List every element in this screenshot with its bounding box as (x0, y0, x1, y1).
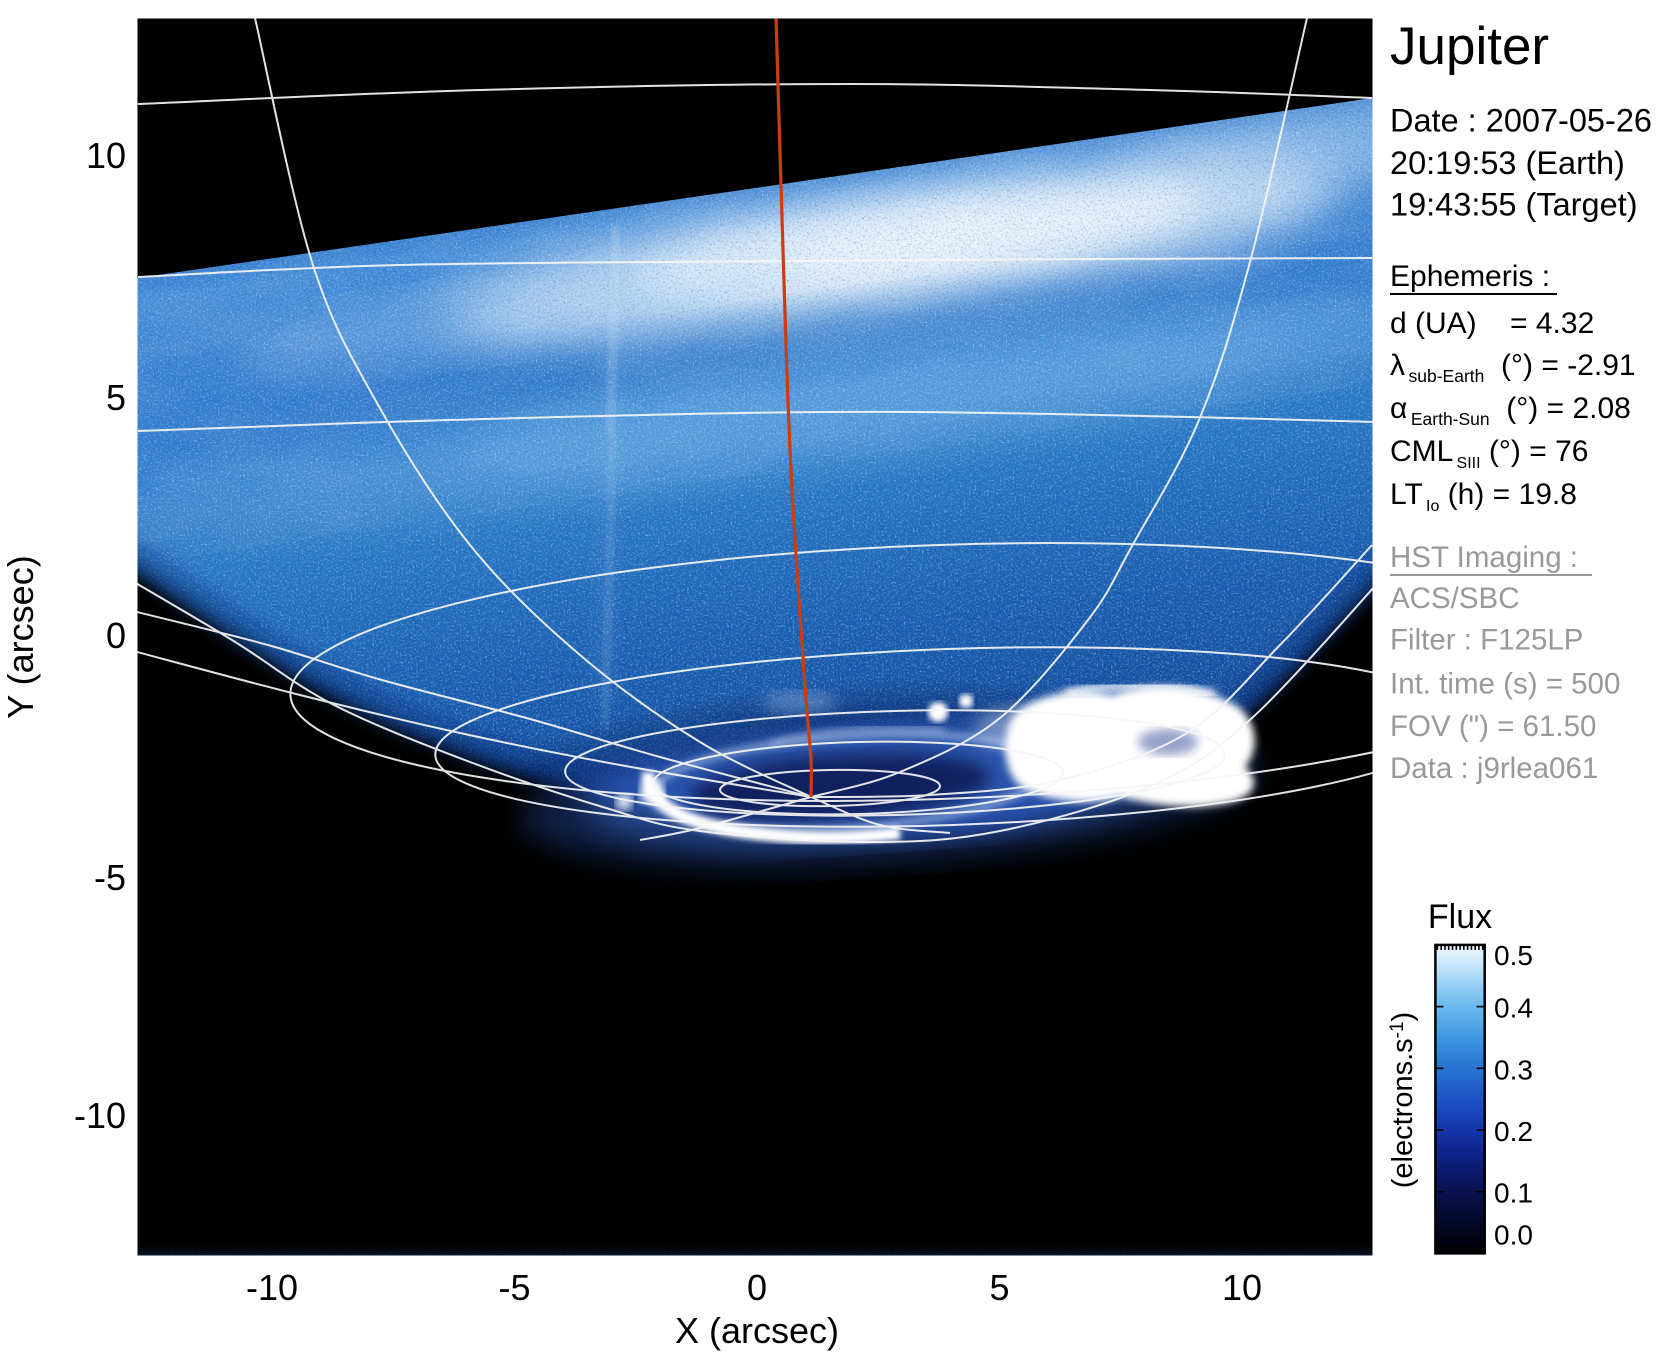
svg-text:0: 0 (747, 1267, 767, 1308)
svg-text:X (arcsec): X (arcsec) (675, 1310, 839, 1351)
svg-text:FOV (") = 61.50: FOV (") = 61.50 (1390, 710, 1596, 743)
svg-text:(electrons.s-1): (electrons.s-1) (1387, 1012, 1419, 1188)
svg-text:Int. time (s) = 500: Int. time (s) = 500 (1390, 667, 1620, 700)
svg-text:0.1: 0.1 (1494, 1178, 1533, 1209)
svg-text:CML SIII (°) = 76: CML SIII (°) = 76 (1390, 435, 1588, 472)
svg-text:Jupiter: Jupiter (1390, 17, 1549, 76)
svg-text:10: 10 (1222, 1267, 1262, 1308)
svg-text:Filter : F125LP: Filter : F125LP (1390, 624, 1583, 657)
svg-text:-10: -10 (74, 1095, 126, 1136)
svg-text:-5: -5 (94, 857, 126, 898)
svg-text:10: 10 (86, 135, 126, 176)
svg-text:HST Imaging :: HST Imaging : (1390, 541, 1578, 574)
svg-text:α Earth-Sun (°) = 2.08: α Earth-Sun (°) = 2.08 (1390, 392, 1631, 429)
svg-text:5: 5 (989, 1267, 1009, 1308)
svg-text:-10: -10 (246, 1267, 298, 1308)
svg-text:0: 0 (106, 615, 126, 656)
svg-text:LT Io (h) = 19.8: LT Io (h) = 19.8 (1390, 478, 1577, 515)
svg-text:Ephemeris :: Ephemeris : (1390, 260, 1550, 293)
svg-text:0.0: 0.0 (1494, 1220, 1533, 1251)
svg-text:Date : 2007-05-26: Date : 2007-05-26 (1390, 103, 1652, 139)
svg-text:0.5: 0.5 (1494, 940, 1533, 971)
svg-text:Y (arcsec): Y (arcsec) (0, 555, 41, 718)
svg-text:19:43:55 (Target): 19:43:55 (Target) (1390, 187, 1638, 223)
svg-text:0.2: 0.2 (1494, 1116, 1533, 1147)
svg-text:5: 5 (106, 377, 126, 418)
svg-text:ACS/SBC: ACS/SBC (1390, 582, 1520, 615)
svg-text:Flux: Flux (1428, 898, 1492, 936)
svg-text:Data : j9rlea061: Data : j9rlea061 (1390, 752, 1598, 785)
svg-text:20:19:53 (Earth): 20:19:53 (Earth) (1390, 145, 1625, 181)
svg-text:d (UA) = 4.32: d (UA) = 4.32 (1390, 307, 1594, 340)
svg-text:λ sub-Earth (°) = -2.91: λ sub-Earth (°) = -2.91 (1390, 349, 1636, 386)
svg-text:0.3: 0.3 (1494, 1054, 1533, 1085)
svg-text:-5: -5 (498, 1267, 530, 1308)
svg-text:0.4: 0.4 (1494, 993, 1533, 1024)
